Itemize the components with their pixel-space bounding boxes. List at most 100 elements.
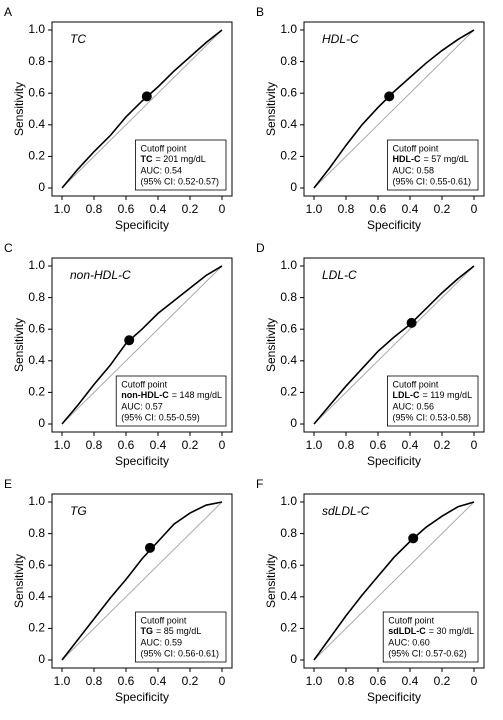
x-tick-label: 1.0 — [306, 438, 323, 452]
cutoff-point — [124, 335, 135, 346]
cutoff-variable: LDL-C — [392, 390, 419, 400]
cutoff-value: = 57 mg/dL — [423, 154, 468, 164]
y-axis-label: Sensitivity — [264, 82, 278, 136]
x-tick-label: 0 — [471, 202, 478, 216]
cutoff-value: = 85 mg/dL — [156, 626, 201, 636]
annotation-frame — [382, 611, 479, 663]
y-axis-label: Sensitivity — [264, 554, 278, 608]
y-tick-label: 0.2 — [280, 621, 297, 635]
plot-frame — [303, 493, 485, 669]
panel-letter: C — [4, 241, 13, 255]
reference-diagonal — [313, 265, 475, 425]
x-tick-label: 0.4 — [150, 438, 167, 452]
x-tick-label: 0.4 — [402, 438, 419, 452]
cutoff-variable: sdLDL-C — [388, 626, 426, 636]
x-tick-label: 0 — [219, 438, 226, 452]
roc-curve — [313, 501, 475, 661]
x-tick-label: 0.6 — [370, 438, 387, 452]
annotation-frame — [135, 139, 227, 191]
y-axis-label: Sensitivity — [12, 318, 26, 372]
cutoff-point — [408, 533, 419, 544]
panel-title: TC — [70, 32, 86, 46]
y-tick-label: 0.4 — [28, 589, 45, 603]
roc-curve — [61, 501, 223, 661]
x-tick-label: 0.2 — [182, 202, 199, 216]
annotation-ci: (95% CI: 0.52-0.57) — [140, 176, 219, 186]
y-tick-label: 0.2 — [28, 385, 45, 399]
x-tick-label: 0.4 — [150, 674, 167, 688]
roc-curve — [313, 265, 475, 425]
panel-letter: A — [4, 5, 12, 19]
y-tick-label: 0.6 — [28, 557, 45, 571]
x-tick-label: 0.6 — [370, 674, 387, 688]
cutoff-point — [384, 91, 395, 102]
annotation-heading: Cutoff point — [392, 379, 438, 389]
y-axis-label: Sensitivity — [264, 318, 278, 372]
y-tick-label: 0.6 — [280, 557, 297, 571]
cutoff-variable: non-HDL-C — [121, 390, 169, 400]
plot-frame — [303, 257, 485, 433]
annotation-heading: Cutoff point — [388, 615, 434, 625]
annotation-auc: AUC: 0.59 — [140, 637, 182, 647]
y-tick-label: 0.8 — [280, 54, 297, 68]
cutoff-variable: HDL-C — [392, 154, 420, 164]
x-tick-label: 0 — [471, 674, 478, 688]
annotation-ci: (95% CI: 0.55-0.61) — [392, 176, 471, 186]
y-tick-label: 0.4 — [28, 117, 45, 131]
x-tick-label: 0.4 — [402, 202, 419, 216]
annotation-ci: (95% CI: 0.55-0.59) — [121, 412, 200, 422]
plot-frame — [51, 493, 233, 669]
cutoff-point — [406, 317, 417, 328]
annotation-auc: AUC: 0.56 — [392, 401, 434, 411]
cutoff-value: = 148 mg/dL — [172, 390, 222, 400]
x-tick-label: 1.0 — [54, 202, 71, 216]
x-tick-label: 0.2 — [434, 202, 451, 216]
x-tick-label: 1.0 — [306, 202, 323, 216]
x-tick-label: 0.2 — [434, 674, 451, 688]
y-tick-label: 0.4 — [280, 589, 297, 603]
panel-title: non-HDL-C — [70, 268, 131, 282]
annotation-frame — [135, 611, 227, 663]
reference-diagonal — [61, 265, 223, 425]
x-tick-label: 0.4 — [402, 674, 419, 688]
reference-diagonal — [313, 501, 475, 661]
y-tick-label: 0.2 — [28, 621, 45, 635]
cutoff-variable: TC — [140, 154, 152, 164]
y-tick-label: 0.2 — [28, 149, 45, 163]
annotation-heading: Cutoff point — [140, 615, 186, 625]
roc-curve — [61, 29, 223, 189]
x-tick-label: 0.4 — [150, 202, 167, 216]
annotation-frame — [115, 375, 227, 427]
cutoff-point — [145, 542, 155, 553]
y-tick-label: 0.2 — [280, 385, 297, 399]
x-tick-label: 0.6 — [118, 674, 135, 688]
plot-frame — [303, 21, 485, 197]
y-tick-label: 0.8 — [280, 526, 297, 540]
x-tick-label: 0 — [219, 202, 226, 216]
x-tick-label: 0.2 — [182, 674, 199, 688]
cutoff-value: = 119 mg/dL — [422, 390, 472, 400]
annotation-cutoff: TG = 85 mg/dL — [140, 626, 201, 636]
y-tick-label: 0 — [38, 416, 45, 430]
x-axis-label: Specificity — [367, 690, 421, 704]
cutoff-value: = 201 mg/dL — [155, 154, 205, 164]
x-tick-label: 1.0 — [54, 438, 71, 452]
annotation-ci: (95% CI: 0.56-0.61) — [140, 648, 219, 658]
cutoff-point — [141, 91, 152, 102]
panel-title: sdLDL-C — [322, 504, 370, 518]
panel-letter: E — [4, 477, 12, 491]
y-tick-label: 0.4 — [28, 353, 45, 367]
panel-title: TG — [70, 504, 87, 518]
x-tick-label: 1.0 — [306, 674, 323, 688]
annotation-heading: Cutoff point — [392, 143, 438, 153]
panel-letter: D — [256, 241, 265, 255]
plot-frame — [51, 21, 233, 197]
y-axis-label: Sensitivity — [12, 82, 26, 136]
annotation-auc: AUC: 0.54 — [140, 165, 182, 175]
x-tick-label: 0 — [219, 674, 226, 688]
panel-letter: B — [256, 5, 264, 19]
annotation-auc: AUC: 0.60 — [388, 637, 430, 647]
